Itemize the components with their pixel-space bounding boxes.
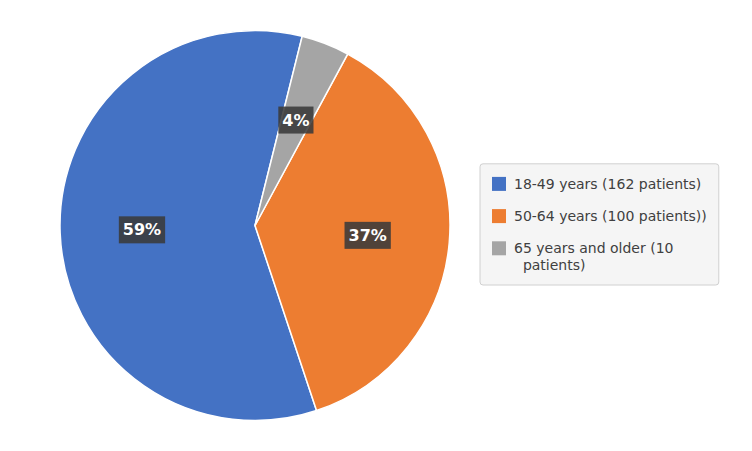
data-labels: 59% 37% 4% — [119, 107, 391, 249]
legend-swatch — [492, 209, 506, 223]
legend-label: 50-64 years (100 patients)) — [514, 208, 707, 224]
legend-item: 18-49 years (162 patients) — [492, 176, 701, 192]
data-label-box — [345, 222, 391, 249]
legend-swatch — [492, 241, 506, 255]
legend-frame — [480, 164, 719, 285]
data-label: 37% — [349, 226, 387, 245]
legend-label: 65 years and older (10 patients) — [514, 240, 673, 273]
legend-item: 65 years and older (10 patients) — [492, 240, 673, 273]
data-label-group: 37% — [345, 222, 391, 249]
legend-label: 18-49 years (162 patients) — [514, 176, 701, 192]
data-label-box — [278, 107, 313, 134]
legend-items: 18-49 years (162 patients) 50-64 years (1… — [492, 176, 707, 273]
data-label: 59% — [123, 220, 161, 239]
pie-slice — [255, 36, 348, 225]
data-label: 4% — [282, 111, 309, 130]
data-label-group: 4% — [278, 107, 313, 134]
legend-swatch — [492, 177, 506, 191]
chart: 59% 37% 4% 18-49 years (162 patients) 50-64 … — [0, 0, 752, 451]
legend-item: 50-64 years (100 patients)) — [492, 208, 707, 224]
data-label-group: 59% — [119, 216, 165, 243]
legend: 18-49 years (162 patients) 50-64 years (1… — [480, 164, 719, 285]
pie-slice — [255, 54, 450, 411]
data-label-box — [119, 216, 165, 243]
pie — [60, 30, 450, 420]
